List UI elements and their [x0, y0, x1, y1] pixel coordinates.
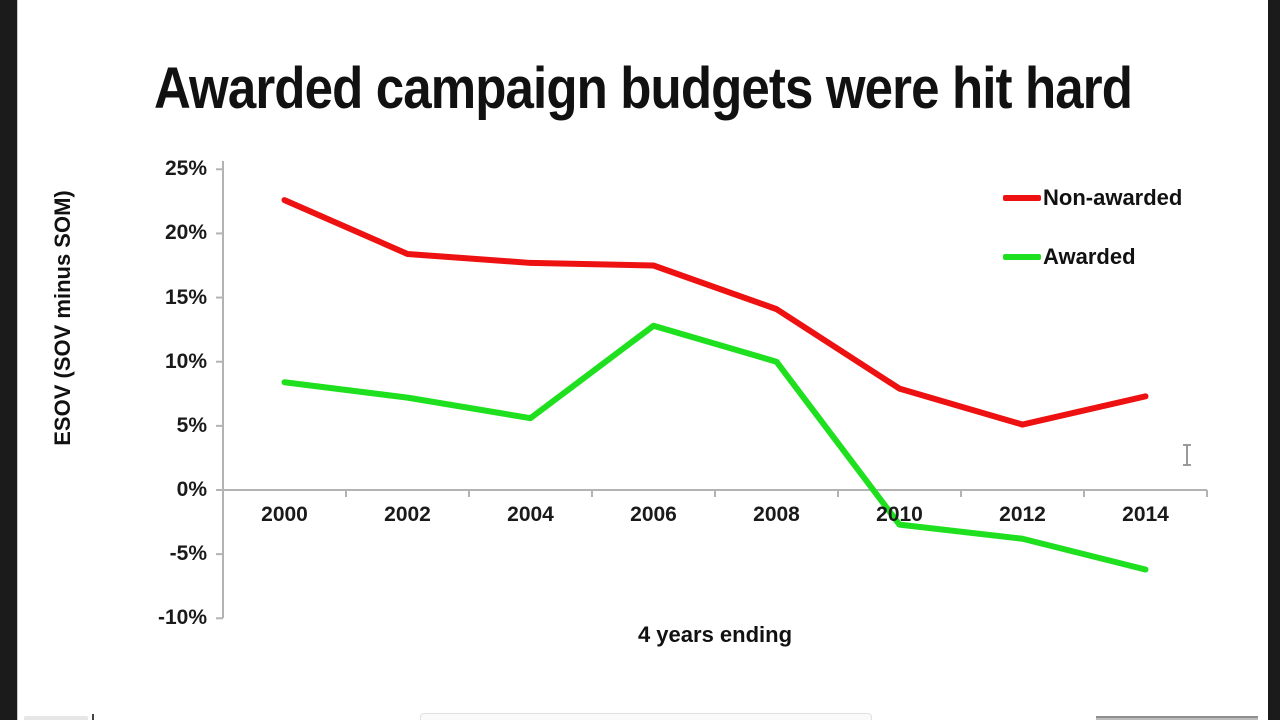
x-tick-label: 2004	[507, 503, 554, 526]
y-tick-label: 5%	[176, 413, 207, 437]
series-line-awarded	[281, 322, 1149, 573]
text-cursor-icon	[1183, 444, 1191, 466]
x-tick-label: 2012	[999, 503, 1046, 526]
letterbox-bar-left	[0, 0, 18, 720]
y-tick-label: 25%	[164, 157, 207, 181]
legend-swatch-awarded-icon	[1003, 254, 1041, 260]
x-tick-label: 2014	[1122, 503, 1169, 526]
series-line-non-awarded	[281, 197, 1149, 428]
letterbox-bar-right	[1268, 0, 1280, 720]
y-axis-title: ESOV (SOV minus SOM)	[50, 190, 75, 446]
y-tick-label: 20%	[164, 221, 207, 245]
page-title: Awarded campaign budgets were hit hard	[153, 55, 1133, 121]
partial-ui-element-left[interactable]	[24, 716, 88, 720]
x-tick-label: 2008	[753, 503, 800, 526]
partial-ui-element-right[interactable]	[1096, 716, 1258, 720]
legend-label-awarded: Awarded	[1043, 244, 1136, 269]
y-tick-label: 0%	[176, 478, 207, 501]
chart-legend: Non-awarded Awarded	[1003, 184, 1182, 302]
y-tick-label: -10%	[157, 606, 207, 630]
x-tick-label: 2000	[261, 503, 308, 526]
legend-entry-awarded: Awarded	[1003, 243, 1182, 271]
x-tick-label: 2006	[630, 503, 677, 526]
legend-entry-non-awarded: Non-awarded	[1003, 184, 1182, 212]
x-tick-label: 2002	[384, 503, 431, 526]
x-tick-label: 2010	[876, 503, 923, 526]
legend-label-non-awarded: Non-awarded	[1043, 185, 1183, 210]
legend-swatch-non-awarded-icon	[1003, 195, 1041, 201]
y-tick-label: -5%	[169, 542, 207, 566]
partial-ui-tick-mark	[92, 714, 94, 720]
partial-ui-element-center[interactable]	[420, 713, 872, 720]
y-tick-label: 15%	[164, 285, 207, 309]
y-tick-label: 10%	[164, 349, 207, 373]
x-axis-title: 4 years ending	[637, 622, 793, 647]
